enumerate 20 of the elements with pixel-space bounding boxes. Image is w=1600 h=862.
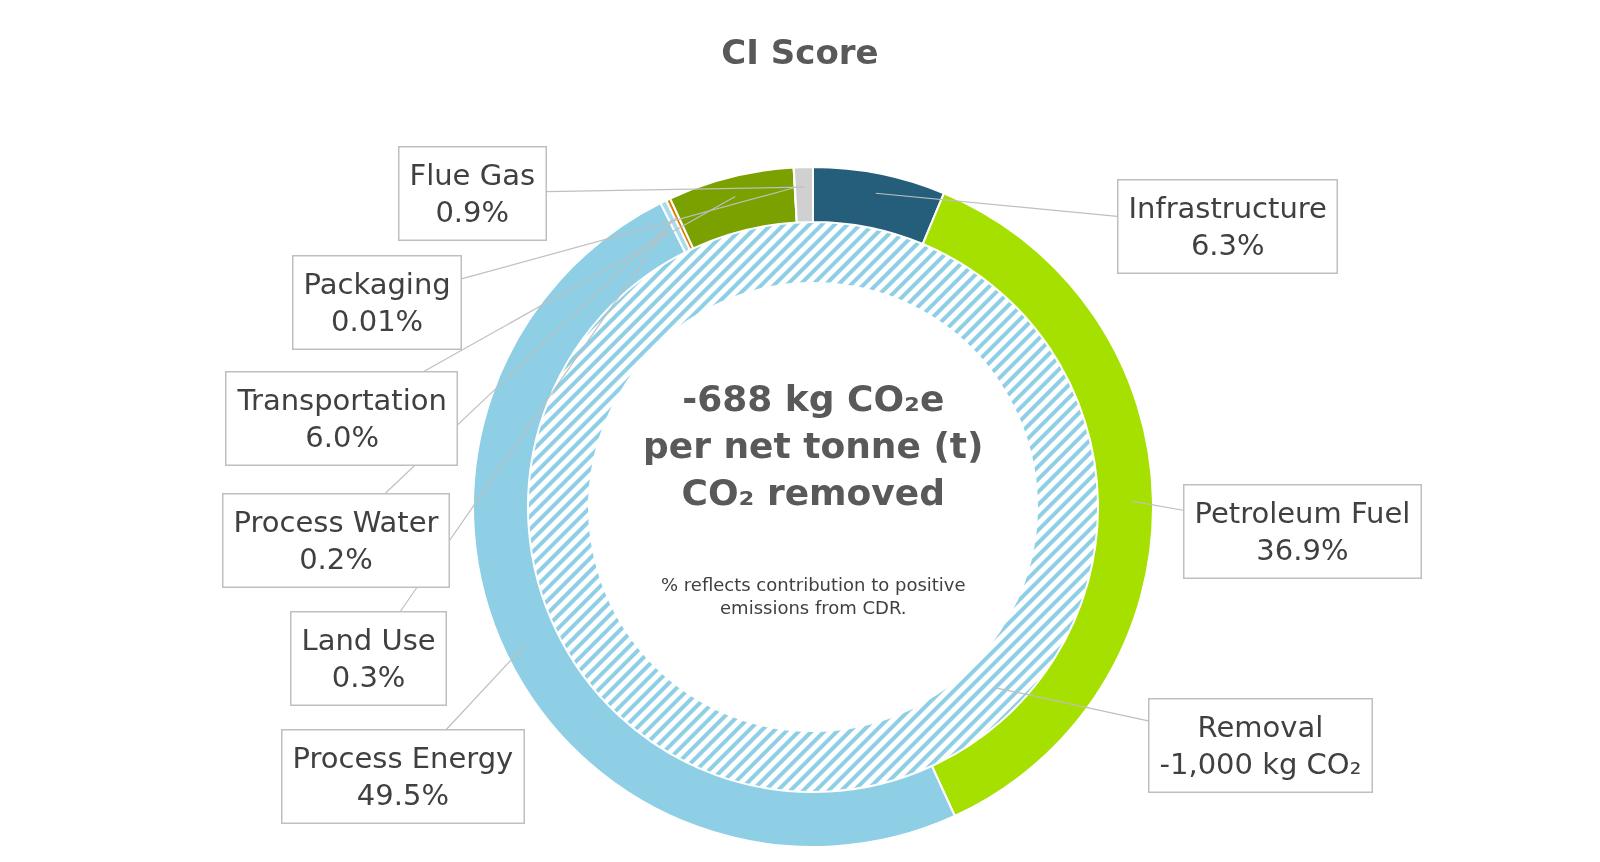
data-label: 0.9% [435, 195, 510, 230]
slice-label: Process Energy [292, 740, 514, 775]
slice-label: Packaging [303, 266, 451, 301]
slice-label: Transportation [236, 382, 447, 417]
data-label: 36.9% [1256, 533, 1349, 568]
data-label: 6.0% [305, 420, 380, 455]
chart-title: CI Score [721, 31, 879, 72]
data-label: 0.01% [331, 304, 424, 339]
slice-label: Process Water [233, 504, 439, 539]
slice-label: Flue Gas [409, 157, 536, 192]
data-label: 49.5% [356, 778, 449, 813]
data-label: 0.3% [331, 660, 406, 695]
slice-label: Infrastructure [1128, 190, 1327, 225]
text: -688 kg CO₂e per net tonne (t) CO₂ removed [643, 378, 984, 513]
text: Removal -1,000 kg CO₂ [1159, 709, 1362, 782]
slice-label: Land Use [301, 622, 436, 657]
text: % reflects contribution to positive emissions from CDR. [661, 574, 966, 619]
data-label: 6.3% [1190, 228, 1265, 263]
data-label: 0.2% [299, 542, 373, 577]
slice-label: Petroleum Fuel [1194, 495, 1411, 530]
